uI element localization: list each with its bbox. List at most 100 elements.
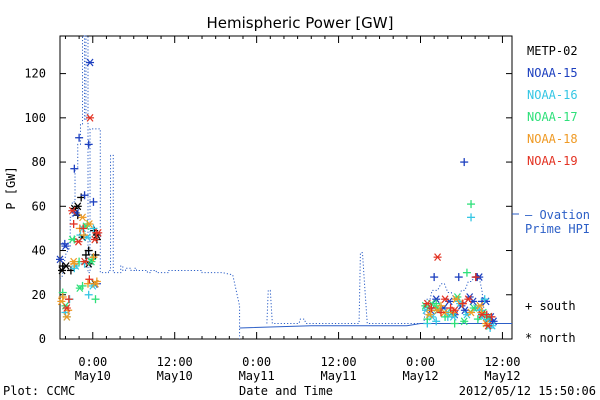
y-tick-label: 40 (32, 244, 46, 258)
north-marker (475, 301, 484, 310)
north-marker (467, 308, 476, 317)
south-marker (467, 200, 476, 209)
x-tick-date-label: May12 (484, 369, 520, 383)
x-tick-time-label: 0:00 (78, 355, 107, 369)
south-marker (462, 268, 471, 277)
north-marker (78, 213, 87, 222)
north-marker (464, 295, 473, 304)
south-marker (473, 315, 482, 324)
north-marker (477, 310, 486, 319)
legend-entry: METP-02 (527, 44, 578, 58)
plot-area (59, 35, 513, 340)
legend-south-symbol: + south (525, 299, 576, 313)
north-marker (68, 235, 77, 244)
south-marker (454, 273, 463, 282)
plot-border (59, 35, 513, 340)
south-marker (64, 295, 73, 304)
north-marker (57, 297, 66, 306)
north-marker (62, 304, 71, 312)
south-marker (432, 317, 441, 326)
y-tick-label: 100 (24, 111, 46, 125)
south-marker (89, 197, 98, 206)
x-axis-label: Date and Time (239, 384, 333, 398)
chart-title: Hemispheric Power [GW] (207, 14, 394, 32)
south-marker (79, 224, 88, 233)
south-marker (441, 312, 450, 321)
south-marker (436, 308, 445, 317)
legend-entry: NOAA-19 (527, 154, 578, 168)
x-tick-date-label: May12 (402, 369, 438, 383)
south-marker (84, 140, 93, 149)
south-marker (471, 273, 480, 282)
south-marker (80, 191, 89, 200)
north-marker (441, 295, 450, 304)
satellite-markers (56, 58, 498, 332)
ovation-hpi-dotted-line-late (266, 252, 512, 325)
south-marker (83, 279, 92, 288)
north-marker (74, 237, 83, 246)
north-marker (432, 295, 441, 304)
x-tick-date-label: May10 (157, 369, 193, 383)
y-tick-label: 80 (32, 155, 46, 169)
ovation-hpi-solid-line (239, 323, 512, 329)
plot-source-label: Plot: CCMC (3, 384, 75, 398)
north-marker (62, 262, 71, 270)
south-marker (89, 224, 98, 233)
x-tick-time-label: 12:00 (157, 355, 193, 369)
y-tick-label: 120 (24, 67, 46, 81)
timestamp-label: 2012/05/12 15:50:06 (459, 384, 596, 398)
north-marker (62, 312, 71, 321)
south-marker (487, 312, 496, 321)
south-marker (70, 164, 79, 173)
ovation-hpi-dotted-line (59, 35, 241, 339)
north-marker (91, 279, 100, 288)
y-axis: 0 20 40 60 80 100 120 (24, 67, 512, 346)
x-tick-date-label: May11 (239, 369, 275, 383)
x-tick-time-label: 12:00 (484, 355, 520, 369)
south-marker (460, 158, 469, 167)
ovation-series (59, 35, 512, 339)
south-marker (430, 273, 439, 282)
legend-north-symbol: * north (525, 331, 576, 345)
legend-entry: NOAA-18 (527, 132, 578, 146)
south-marker (69, 219, 78, 228)
y-tick-label: 0 (39, 332, 46, 346)
north-marker (69, 257, 78, 266)
y-tick-label: 20 (32, 288, 46, 302)
north-marker (460, 306, 469, 315)
north-marker (469, 304, 478, 312)
legend-entry: NOAA-16 (527, 88, 578, 102)
south-marker (79, 231, 88, 240)
north-marker (73, 202, 82, 211)
x-axis: 0:00May1012:00May100:00May1112:00May110:… (64, 36, 521, 383)
north-marker (94, 228, 103, 237)
north-marker (425, 310, 434, 319)
legend-ovation-line1: — Ovation (525, 208, 590, 222)
south-marker (84, 290, 93, 299)
y-axis-label: P [GW] (4, 166, 18, 209)
x-tick-date-label: May10 (75, 369, 111, 383)
south-marker (427, 304, 436, 313)
south-marker (89, 253, 98, 262)
north-marker (449, 312, 458, 321)
south-marker (458, 299, 467, 308)
north-marker (80, 257, 89, 266)
north-marker (484, 321, 493, 330)
north-marker (75, 284, 84, 293)
north-marker (423, 299, 432, 308)
north-marker (56, 255, 64, 264)
south-marker (85, 275, 94, 284)
x-tick-time-label: 12:00 (321, 355, 357, 369)
y-tick-label: 60 (32, 199, 46, 213)
legend-entry: NOAA-17 (527, 110, 578, 124)
x-tick-date-label: May11 (321, 369, 357, 383)
north-marker (450, 306, 459, 315)
south-marker (467, 213, 476, 222)
north-marker (85, 220, 94, 228)
north-marker (86, 58, 95, 67)
south-marker (480, 295, 489, 304)
south-marker (450, 319, 459, 328)
south-marker (91, 295, 100, 304)
